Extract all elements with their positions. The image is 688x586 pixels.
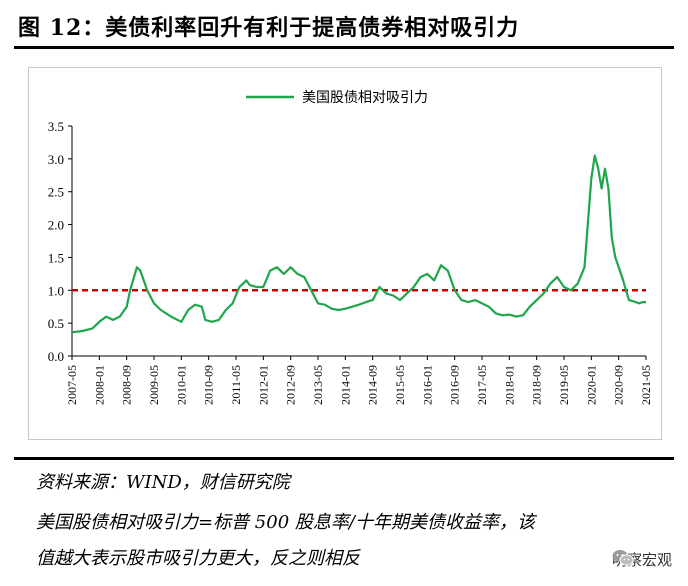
x-tick-label: 2007-05	[65, 365, 79, 405]
chart-frame	[28, 67, 662, 440]
y-tick-label: 1.0	[48, 283, 64, 298]
x-tick-label: 2011-05	[229, 365, 243, 405]
x-tick-label: 2018-09	[530, 365, 544, 405]
watermark: 明察宏观	[612, 549, 672, 570]
x-tick-label: 2017-05	[475, 365, 489, 405]
y-tick-label: 3.5	[48, 119, 64, 134]
x-tick-label: 2008-01	[92, 365, 106, 405]
wechat-icon	[612, 550, 634, 566]
y-tick-label: 0.5	[48, 316, 64, 331]
y-tick-label: 0.0	[48, 349, 64, 364]
x-tick-label: 2014-01	[338, 365, 352, 405]
notes-rule	[14, 457, 674, 460]
y-tick-label: 2.0	[48, 218, 64, 233]
x-tick-label: 2013-05	[311, 365, 325, 405]
x-tick-label: 2010-01	[174, 365, 188, 405]
x-tick-label: 2008-09	[120, 365, 134, 405]
y-tick-label: 3.0	[48, 152, 64, 167]
x-tick-label: 2015-05	[393, 365, 407, 405]
x-tick-label: 2020-09	[612, 365, 626, 405]
x-tick-label: 2014-09	[366, 365, 380, 405]
x-tick-label: 2021-05	[639, 365, 653, 405]
x-tick-label: 2016-09	[448, 365, 462, 405]
series-line	[71, 154, 646, 334]
chart-svg: 0.0 0.5 1.0 1.5 2.0 2.5 3.0 3.5 2007-05 2008-01 20…	[48, 90, 653, 405]
figure-title: 图 12：美债利率回升有利于提高债券相对吸引力	[18, 15, 520, 41]
x-tick-label: 2016-01	[420, 365, 434, 405]
x-tick-label: 2009-05	[147, 365, 161, 405]
y-tick-label: 2.5	[48, 185, 64, 200]
x-tick-label: 2012-01	[256, 365, 270, 405]
x-tick-label: 2019-05	[557, 365, 571, 405]
y-tick-label: 1.5	[48, 250, 64, 265]
x-tick-label: 2012-09	[284, 365, 298, 405]
x-tick-label: 2020-01	[584, 365, 598, 405]
legend-label: 美国股债相对吸引力	[302, 90, 428, 106]
source-note: 资料来源：WIND，财信研究院	[36, 472, 290, 493]
definition-note-line2: 值越大表示股市吸引力更大，反之则相反	[36, 548, 360, 569]
x-tick-label: 2018-01	[502, 365, 516, 405]
x-tick-label: 2010-09	[202, 365, 216, 405]
title-rule	[14, 46, 674, 49]
definition-note-line1: 美国股债相对吸引力=标普 500 股息率/十年期美债收益率，该	[36, 512, 535, 533]
